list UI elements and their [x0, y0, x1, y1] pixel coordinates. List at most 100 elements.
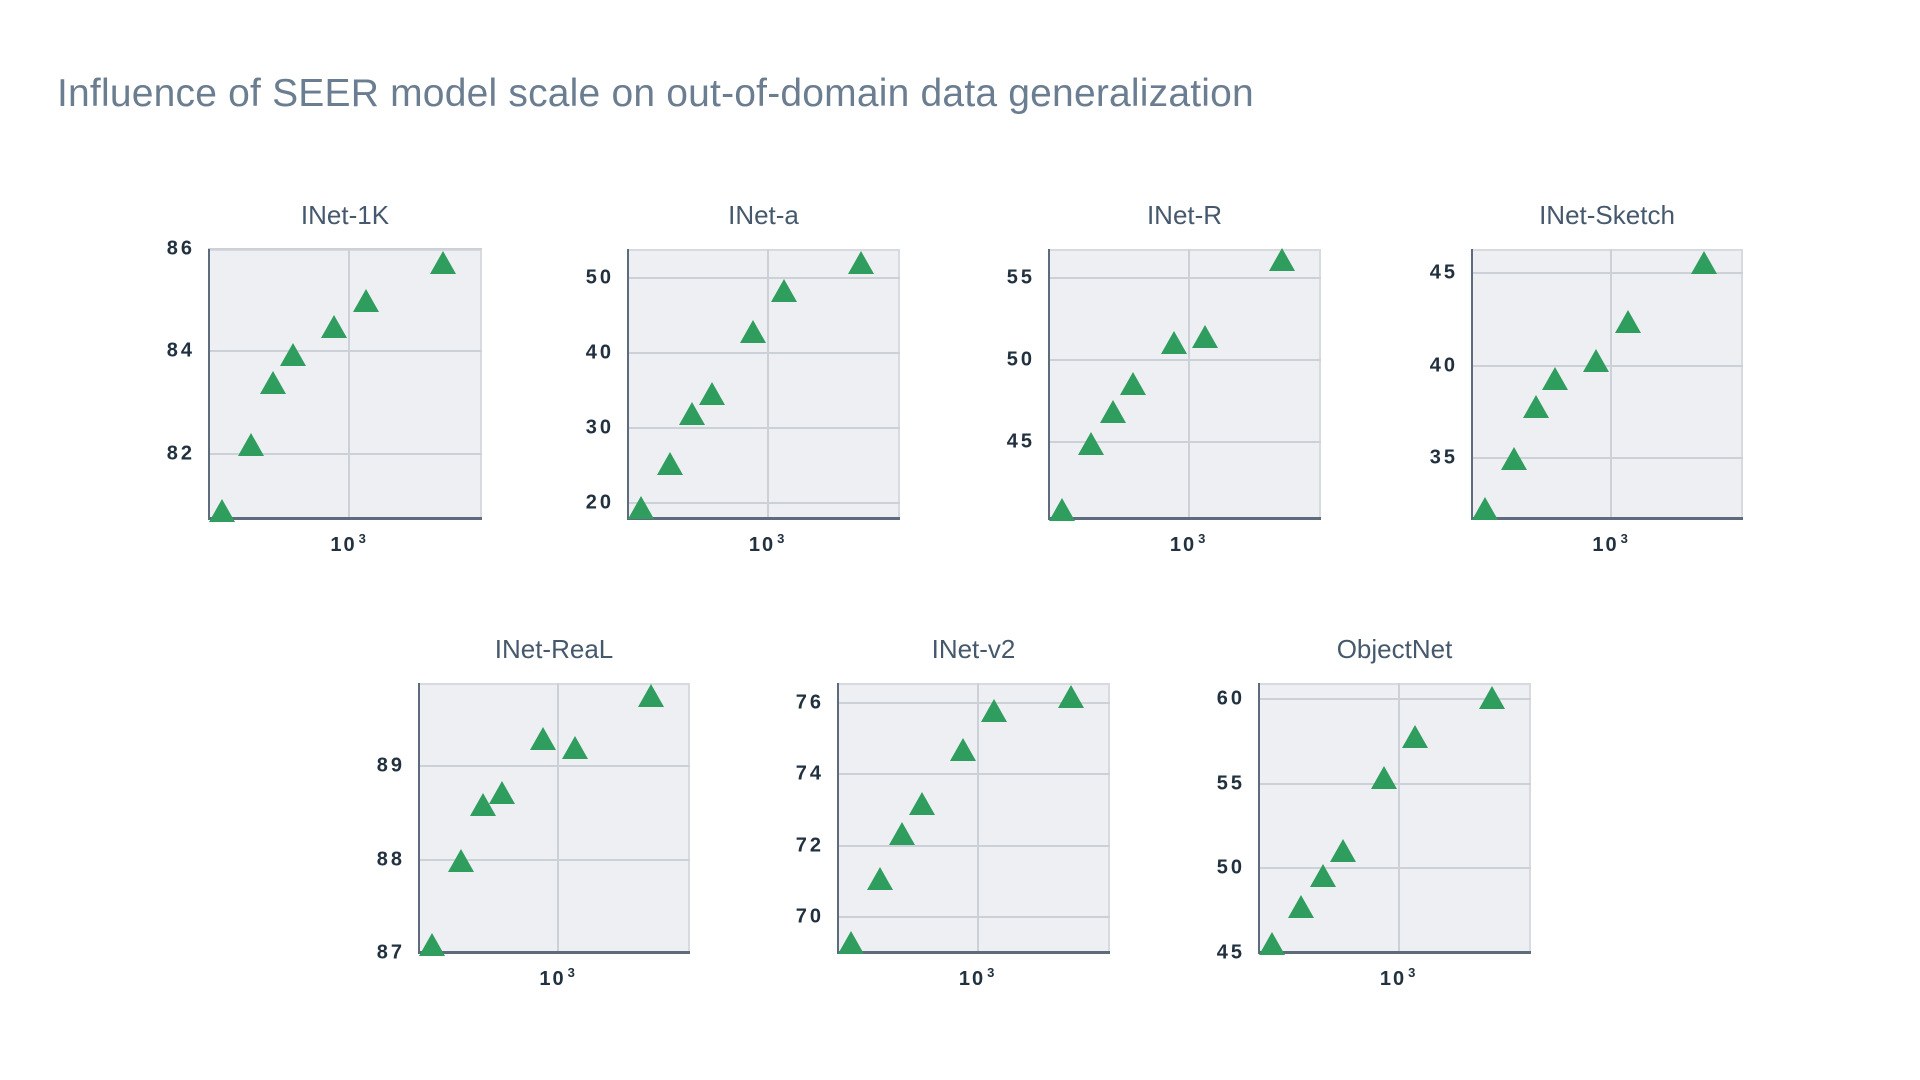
plot-area [627, 249, 900, 520]
y-tick-label: 50 [585, 266, 614, 289]
x-tick-exponent: 3 [1620, 531, 1630, 546]
plot-title: INet-R [1146, 200, 1223, 230]
plot-inet-1k: 82 84 86 INet-1K 10 3 [167, 200, 482, 556]
data-point-marker [1329, 838, 1356, 862]
x-tick-base: 10 [1169, 534, 1197, 556]
plot-title: INet-a [728, 200, 799, 230]
x-axis-spine [837, 951, 1110, 954]
data-point-marker [321, 314, 348, 338]
x-tick-exponent: 3 [1198, 531, 1208, 546]
data-point-marker [657, 452, 684, 476]
data-point-marker [1057, 684, 1084, 708]
data-point-marker [1690, 250, 1717, 274]
plot-title: INet-1K [300, 200, 390, 230]
data-point-marker [208, 499, 235, 523]
data-point-marker [1471, 496, 1498, 520]
x-gridline [1610, 249, 1613, 520]
data-point-marker [1370, 765, 1397, 789]
y-tick-label: 55 [1216, 772, 1245, 795]
y-gridline [1048, 359, 1321, 361]
x-axis-spine [208, 517, 482, 520]
data-point-marker [981, 699, 1008, 723]
y-gridline [837, 773, 1110, 776]
data-point-marker [418, 932, 445, 956]
plot-inet-v2: 70 72 74 76 INet-v2 10 3 [796, 634, 1110, 990]
data-point-marker [447, 848, 474, 872]
y-tick-label: 40 [1429, 354, 1458, 377]
x-tick-exponent: 3 [567, 965, 577, 980]
y-tick-label: 84 [166, 339, 195, 362]
y-tick-label: 70 [795, 905, 824, 928]
data-point-marker [867, 866, 894, 890]
plot-area [1471, 249, 1743, 520]
data-point-marker [489, 781, 516, 805]
data-point-marker [1614, 310, 1641, 334]
x-gridline [766, 249, 769, 520]
y-tick-label: 30 [585, 416, 614, 439]
y-gridline [837, 915, 1110, 918]
data-point-marker [530, 727, 557, 751]
data-point-marker [1119, 371, 1146, 395]
x-tick-base: 10 [958, 968, 986, 990]
data-point-marker [1268, 247, 1295, 271]
plot-inet-real: 87 88 89 INet-ReaL 10 3 [377, 634, 690, 990]
y-gridline [627, 426, 900, 429]
y-gridline [627, 277, 900, 280]
x-tick-base: 10 [330, 534, 357, 556]
x-tick-base: 10 [1379, 968, 1407, 990]
data-point-marker [908, 791, 935, 815]
data-point-marker [1192, 324, 1219, 348]
plot-title: INet-v2 [931, 634, 1016, 664]
y-tick-label: 72 [795, 834, 824, 857]
y-gridline [837, 844, 1110, 847]
x-axis-spine [627, 517, 900, 520]
y-gridline [208, 248, 482, 250]
plot-title: INet-Sketch [1539, 200, 1675, 230]
y-gridline [1471, 272, 1743, 275]
y-tick-label: 40 [585, 341, 614, 364]
plot-area [837, 683, 1110, 954]
y-gridline [1258, 867, 1531, 870]
plot-area [208, 249, 482, 520]
y-tick-label: 86 [166, 237, 195, 260]
plot-inet-a: 20 30 40 50 INet-a 10 3 [586, 200, 900, 556]
x-tick-base: 10 [748, 534, 776, 556]
y-gridline [1258, 698, 1531, 701]
y-gridline [627, 352, 900, 355]
x-gridline [1187, 249, 1190, 520]
y-tick-label: 76 [795, 691, 824, 714]
x-tick-label: 10 3 [958, 965, 996, 991]
data-point-marker [1523, 395, 1549, 419]
x-axis-spine [418, 951, 690, 954]
data-point-marker [1500, 447, 1527, 471]
plot-inet-sketch: 35 40 45 INet-Sketch 10 3 [1430, 200, 1743, 556]
data-point-marker [1542, 367, 1569, 391]
x-gridline [557, 683, 560, 954]
y-gridline [1048, 440, 1321, 443]
y-gridline [627, 501, 900, 504]
data-point-marker [889, 822, 916, 846]
plot-inet-r: 45 50 55 INet-R 10 3 [1007, 200, 1321, 556]
y-tick-label: 60 [1216, 687, 1245, 710]
y-gridline [1048, 277, 1321, 280]
y-tick-label: 35 [1429, 446, 1458, 469]
data-point-marker [847, 251, 874, 275]
y-gridline [1471, 457, 1743, 460]
data-point-marker [1048, 497, 1075, 521]
data-point-marker [1402, 725, 1429, 749]
y-gridline [208, 350, 482, 353]
x-axis-spine [1258, 951, 1531, 954]
data-point-marker [1478, 686, 1505, 710]
x-tick-base: 10 [539, 968, 566, 990]
x-tick-label: 10 3 [748, 531, 786, 557]
y-gridline [418, 765, 690, 768]
y-tick-label: 20 [585, 491, 614, 514]
y-tick-label: 45 [1429, 261, 1458, 284]
data-point-marker [1078, 432, 1105, 456]
data-point-marker [627, 495, 654, 519]
y-tick-label: 87 [376, 941, 405, 964]
y-axis-spine [627, 249, 629, 520]
data-point-marker [238, 432, 265, 456]
plot-objectnet: 45 50 55 60 ObjectNet 10 3 [1217, 634, 1531, 990]
x-gridline [976, 683, 979, 954]
